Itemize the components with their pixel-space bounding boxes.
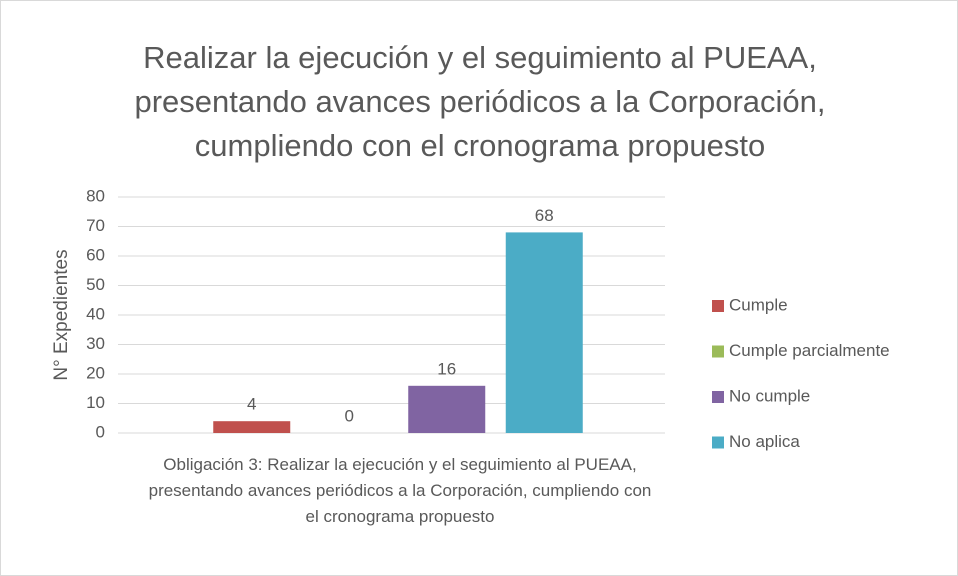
y-tick-label: 60	[86, 245, 105, 264]
chart-title: Realizar la ejecución y el seguimiento a…	[134, 40, 826, 163]
legend-label: No aplica	[729, 432, 800, 451]
value-label: 16	[437, 359, 456, 378]
y-tick-label: 50	[86, 275, 105, 294]
legend-swatch	[712, 436, 724, 449]
x-tick-label: Obligación 3: Realizar la ejecución y el…	[148, 455, 652, 526]
legend-label: Cumple	[729, 295, 788, 314]
value-label: 0	[345, 406, 354, 425]
y-tick-label: 0	[96, 422, 105, 441]
y-tick-label: 80	[86, 186, 105, 205]
legend-swatch	[712, 345, 724, 358]
legend-label: No cumple	[729, 386, 810, 405]
value-label: 4	[247, 395, 256, 414]
bar	[213, 421, 291, 433]
legend-swatch	[712, 391, 724, 403]
legend-swatch	[712, 300, 724, 312]
bar	[505, 232, 583, 433]
y-tick-label: 20	[86, 363, 105, 382]
y-tick-label: 10	[86, 393, 105, 412]
y-tick-label: 30	[86, 334, 105, 353]
legend-label: Cumple parcialmente	[729, 341, 890, 360]
bar	[408, 385, 486, 433]
y-tick-label: 70	[86, 216, 105, 235]
y-axis-label: N° Expedientes	[51, 249, 72, 380]
value-label: 68	[535, 206, 554, 225]
y-tick-label: 40	[86, 304, 105, 323]
